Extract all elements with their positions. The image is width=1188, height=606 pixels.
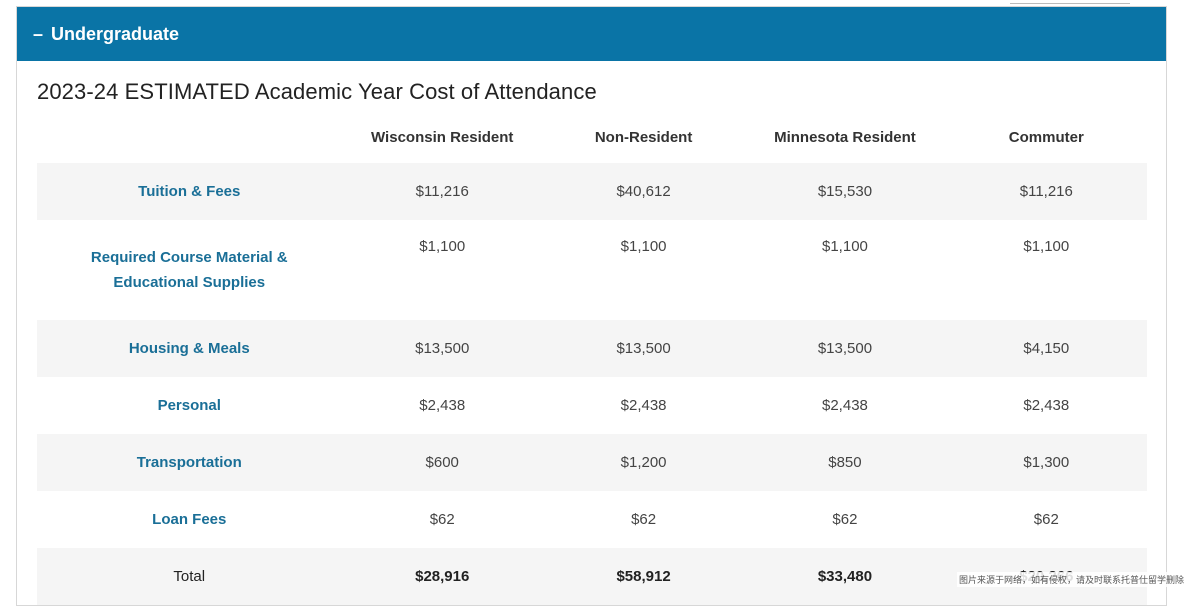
table-cell: $40,612 bbox=[543, 163, 744, 220]
table-cell: $2,438 bbox=[543, 377, 744, 434]
table-cell: $1,300 bbox=[946, 434, 1147, 491]
table-row: Required Course Material & Educational S… bbox=[37, 220, 1147, 320]
total-cell: $33,480 bbox=[744, 548, 945, 605]
column-header: Wisconsin Resident bbox=[342, 111, 543, 163]
table-row: Transportation $600 $1,200 $850 $1,300 bbox=[37, 434, 1147, 491]
table-cell: $13,500 bbox=[342, 320, 543, 377]
table-cell: $850 bbox=[744, 434, 945, 491]
table-cell: $62 bbox=[946, 491, 1147, 548]
total-cell: $28,916 bbox=[342, 548, 543, 605]
table-cell: $11,216 bbox=[342, 163, 543, 220]
table-cell: $1,100 bbox=[543, 220, 744, 320]
row-label-text: Transportation bbox=[74, 450, 304, 475]
row-label-course-material: Required Course Material & Educational S… bbox=[37, 220, 342, 320]
table-cell: $4,150 bbox=[946, 320, 1147, 377]
row-label-text: Total bbox=[74, 564, 304, 589]
collapse-icon[interactable]: – bbox=[33, 24, 43, 45]
row-label-loan-fees: Loan Fees bbox=[37, 491, 342, 548]
table-row: Housing & Meals $13,500 $13,500 $13,500 … bbox=[37, 320, 1147, 377]
row-label-text: Loan Fees bbox=[74, 507, 304, 532]
row-label-housing: Housing & Meals bbox=[37, 320, 342, 377]
column-header: Non-Resident bbox=[543, 111, 744, 163]
table-row: Personal $2,438 $2,438 $2,438 $2,438 bbox=[37, 377, 1147, 434]
total-label: Total bbox=[37, 548, 342, 605]
table-cell: $2,438 bbox=[946, 377, 1147, 434]
table-row: Loan Fees $62 $62 $62 $62 bbox=[37, 491, 1147, 548]
row-label-text: Required Course Material & Educational S… bbox=[74, 245, 304, 295]
top-edge-divider bbox=[1010, 0, 1130, 4]
cost-panel: – Undergraduate 2023-24 ESTIMATED Academ… bbox=[16, 6, 1167, 606]
accordion-title[interactable]: Undergraduate bbox=[51, 24, 179, 45]
table-cell: $62 bbox=[342, 491, 543, 548]
table-cell: $1,100 bbox=[342, 220, 543, 320]
table-cell: $1,100 bbox=[744, 220, 945, 320]
table-cell: $15,530 bbox=[744, 163, 945, 220]
table-header-row: Wisconsin Resident Non-Resident Minnesot… bbox=[37, 111, 1147, 163]
row-label-personal: Personal bbox=[37, 377, 342, 434]
row-label-text: Housing & Meals bbox=[74, 336, 304, 361]
row-label-transportation: Transportation bbox=[37, 434, 342, 491]
column-header: Minnesota Resident bbox=[744, 111, 945, 163]
watermark-text: 图片来源于网络，如有侵权，请及时联系托普仕留学删除 bbox=[957, 572, 1186, 587]
total-cell: $58,912 bbox=[543, 548, 744, 605]
table-row: Tuition & Fees $11,216 $40,612 $15,530 $… bbox=[37, 163, 1147, 220]
cost-table: Wisconsin Resident Non-Resident Minnesot… bbox=[37, 111, 1147, 605]
table-cell: $1,100 bbox=[946, 220, 1147, 320]
accordion-header-undergraduate[interactable]: – Undergraduate bbox=[17, 7, 1166, 61]
table-cell: $13,500 bbox=[744, 320, 945, 377]
table-cell: $2,438 bbox=[744, 377, 945, 434]
column-header: Commuter bbox=[946, 111, 1147, 163]
table-cell: $62 bbox=[543, 491, 744, 548]
table-cell: $62 bbox=[744, 491, 945, 548]
table-cell: $1,200 bbox=[543, 434, 744, 491]
table-cell: $13,500 bbox=[543, 320, 744, 377]
row-label-text: Personal bbox=[74, 393, 304, 418]
table-cell: $600 bbox=[342, 434, 543, 491]
header-corner bbox=[37, 111, 342, 163]
table-cell: $2,438 bbox=[342, 377, 543, 434]
row-label-tuition: Tuition & Fees bbox=[37, 163, 342, 220]
section-title: 2023-24 ESTIMATED Academic Year Cost of … bbox=[37, 79, 597, 105]
table-cell: $11,216 bbox=[946, 163, 1147, 220]
row-label-text: Tuition & Fees bbox=[74, 179, 304, 204]
